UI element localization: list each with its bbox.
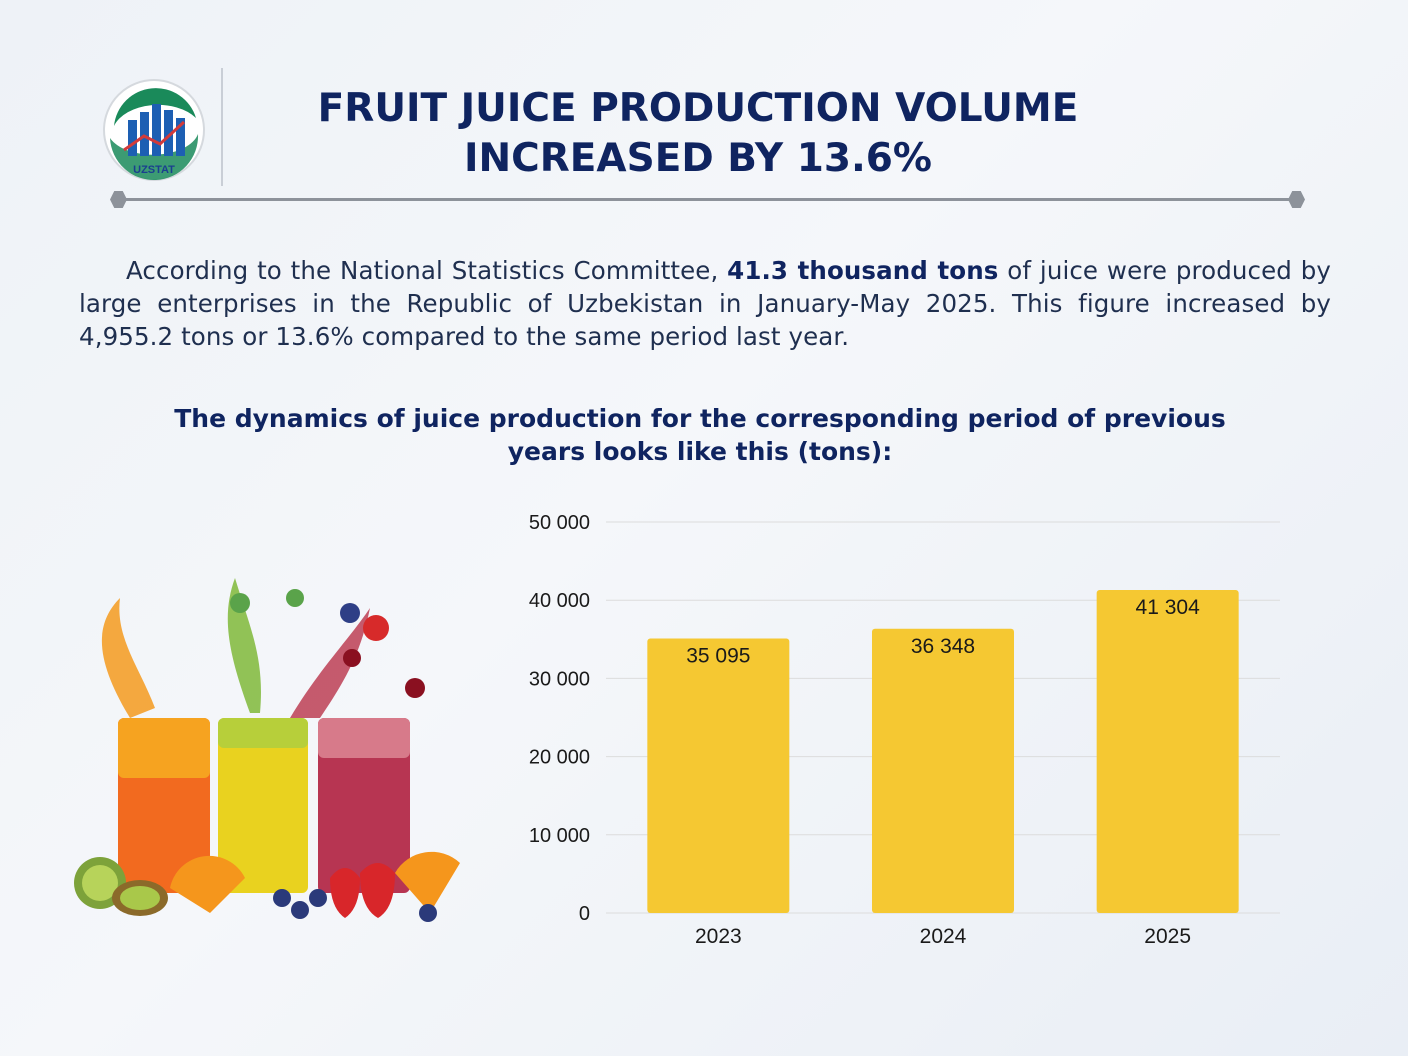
data-label: 35 095	[686, 645, 750, 668]
page-title: FRUIT JUICE PRODUCTION VOLUME INCREASED …	[0, 84, 1396, 184]
data-label: 36 348	[911, 635, 975, 658]
intro-part1: According to the National Statistics Com…	[126, 256, 728, 285]
intro-paragraph: According to the National Statistics Com…	[79, 254, 1331, 353]
x-tick-label: 2025	[1144, 925, 1191, 948]
logo-divider	[221, 68, 223, 186]
y-tick-label: 20 000	[529, 747, 590, 769]
divider-right-cap	[1288, 191, 1305, 208]
bar-2025	[1096, 590, 1239, 913]
y-tick-label: 10 000	[529, 825, 590, 847]
page-title-line2: INCREASED BY 13.6%	[463, 136, 933, 181]
chart-subtitle-line2: years looks like this (tons):	[507, 437, 893, 466]
intro-part2: of juice were produced by large enterpri…	[79, 256, 1331, 351]
y-tick-label: 40 000	[529, 590, 590, 612]
juice-glasses-illustration	[74, 578, 460, 922]
data-label: 41 304	[1136, 596, 1201, 619]
x-tick-label: 2023	[695, 925, 742, 948]
uzstat-logo-icon: UZSTAT	[103, 79, 205, 181]
page-title-line1: FRUIT JUICE PRODUCTION VOLUME	[317, 86, 1079, 131]
bar-chart: 0 10 000 20 000 30 000 40 000 50 000 35 095 36…	[529, 512, 1280, 948]
intro-highlight: 41.3 thousand tons	[727, 256, 999, 285]
divider-left-cap	[110, 191, 127, 208]
y-tick-label: 30 000	[529, 668, 590, 690]
y-tick-label: 0	[579, 903, 590, 925]
x-tick-label: 2024	[920, 925, 967, 948]
logo-text: UZSTAT	[133, 164, 175, 176]
header-divider	[118, 198, 1296, 201]
bar-2023	[647, 638, 790, 913]
chart-subtitle: The dynamics of juice production for the…	[150, 402, 1250, 468]
chart-subtitle-line1: The dynamics of juice production for the…	[174, 404, 1226, 433]
bar-2024	[872, 628, 1014, 913]
y-tick-label: 50 000	[529, 512, 590, 534]
